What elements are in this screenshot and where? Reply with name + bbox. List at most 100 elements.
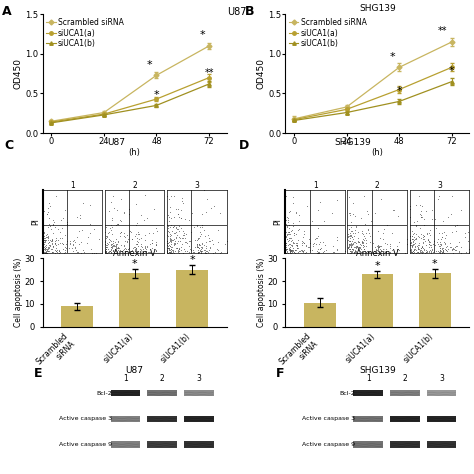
Point [172,233,179,241]
Point [348,237,356,245]
Point [139,248,146,255]
Point [167,245,174,253]
Bar [111,441,140,448]
Point [61,249,69,256]
Point [104,245,112,252]
Point [407,248,415,255]
Point [137,246,145,254]
Point [350,248,357,255]
Bar [427,441,456,448]
Point [415,248,422,255]
Point [195,245,203,252]
Point [118,247,126,255]
Point [205,235,212,242]
Point [282,249,289,256]
Point [196,247,204,255]
Point [356,240,364,247]
Point [194,235,201,243]
Point [295,217,303,225]
Point [426,227,434,234]
Point [42,237,50,244]
Point [39,229,46,237]
Point [177,214,185,222]
Title: 3: 3 [437,181,442,190]
Point [287,247,295,255]
Point [44,245,51,252]
Point [286,235,294,242]
Point [448,192,456,200]
Text: **: ** [438,27,447,36]
Point [223,237,230,245]
Point [56,228,64,236]
Text: **: ** [204,68,214,78]
Point [52,192,60,200]
Point [377,242,384,250]
Point [197,230,204,238]
Point [198,240,206,248]
Point [40,228,47,236]
Point [111,246,119,253]
Point [424,237,432,244]
Point [285,234,292,242]
Point [134,249,142,257]
Point [375,244,383,251]
Point [117,216,124,223]
Point [171,239,179,247]
Point [302,242,310,250]
Point [314,249,321,256]
Point [164,237,171,245]
Point [46,199,53,207]
Point [409,243,416,250]
Point [346,245,354,253]
Point [137,240,145,248]
Point [175,246,183,253]
Point [414,245,421,253]
Point [209,249,217,256]
Point [195,248,202,256]
Point [44,249,51,256]
Point [379,229,387,237]
Point [43,249,51,257]
Point [358,248,365,255]
Point [165,241,173,249]
Point [210,202,218,210]
Point [290,223,297,230]
Text: 2: 2 [402,374,407,383]
Point [417,230,425,238]
Point [291,246,299,254]
Point [45,247,53,255]
Point [309,217,316,225]
Point [114,244,122,251]
Point [440,249,447,256]
Point [182,230,190,238]
Point [289,200,297,207]
Point [346,247,354,255]
Point [78,227,85,234]
Text: 3: 3 [197,374,201,383]
Point [56,234,64,242]
Point [412,221,420,228]
Point [333,246,341,254]
Point [286,231,294,238]
Point [164,228,172,235]
Point [347,239,355,246]
Point [381,225,388,233]
Point [124,231,131,239]
Point [407,202,414,210]
Point [166,246,174,254]
Point [108,248,115,256]
Point [80,248,87,255]
Point [427,249,435,256]
Point [386,249,393,256]
Point [71,237,78,244]
Point [153,247,160,255]
Point [120,229,128,237]
Point [126,247,134,255]
Point [198,221,206,228]
Point [301,246,308,254]
Point [146,241,154,248]
Point [193,243,201,251]
Point [283,249,290,256]
Point [104,230,112,237]
Point [289,246,296,254]
